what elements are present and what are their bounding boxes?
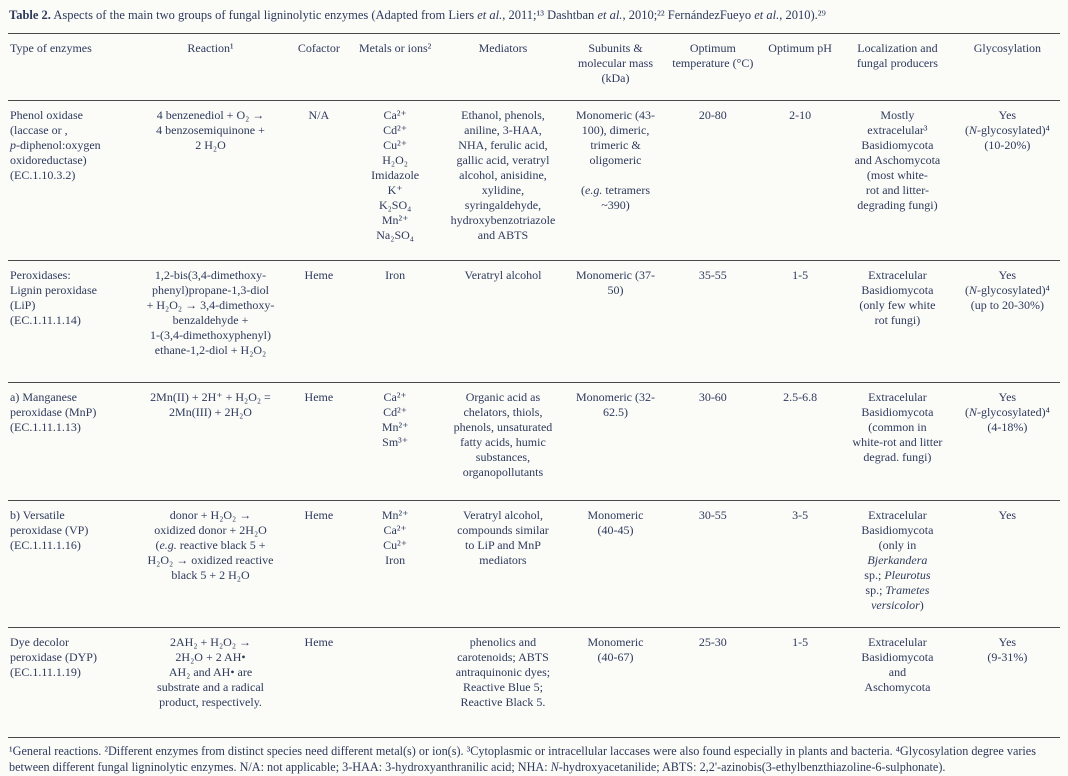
cell-metals: Ca²⁺ Cd²⁺ Cu²⁺ H₂O₂ Imidazole K⁺ K₂SO₄ Mn²⁺ Na₂S…	[371, 108, 420, 242]
header-metals-or-ions: Metals or ions²	[358, 41, 432, 55]
header-type-of-enzymes: Type of enzymes	[10, 41, 92, 55]
cell-glycosylation: Yes (N-glycosylated)⁴ (10-20%)	[964, 108, 1050, 152]
cell-glycosylation: Yes (N-glycosylated)⁴ (4-18%)	[964, 390, 1050, 434]
header-subunits-molecular-mass: Subunits & molecular mass (kDa)	[578, 41, 653, 85]
header-row: Type of enzymes Reaction¹ Cofactor Metal…	[8, 34, 1060, 101]
cell-localization: Extracelular Basidiomycota (common in white…	[852, 390, 943, 464]
header-glycosylation: Glycosylation	[973, 41, 1042, 55]
cell-type: a) Manganese peroxidase (MnP) (EC.1.11.1.1…	[10, 390, 97, 434]
cell-reaction: 4 benzenediol + O₂ → 4 benzosemiquinone +…	[156, 108, 265, 152]
table-row-phenol-oxidase: Phenol oxidase (laccase or , p-diphenol:ox…	[8, 101, 1060, 261]
cell-glycosylation: Yes (9-31%)	[987, 635, 1028, 664]
cell-cofactor: Heme	[304, 635, 334, 649]
cell-subunits: Monomeric (40-67)	[587, 635, 644, 664]
cell-cofactor: Heme	[304, 390, 334, 404]
enzyme-table: Type of enzymes Reaction¹ Cofactor Metal…	[8, 33, 1060, 738]
table-row-versatile-peroxidase: b) Versatile peroxidase (VP) (EC.1.11.1.16…	[8, 501, 1060, 628]
cell-glycosylation: Yes (N-glycosylated)⁴ (up to 20-30%)	[964, 268, 1050, 312]
header-optimum-temperature: Optimum temperature (°C)	[672, 41, 754, 70]
cell-temperature: 35-55	[698, 268, 727, 282]
cell-type: Dye decolor peroxidase (DYP) (EC.1.11.1.19…	[10, 635, 97, 679]
cell-metals: Mn²⁺ Ca²⁺ Cu²⁺ Iron	[381, 508, 409, 567]
cell-temperature: 25-30	[698, 635, 727, 649]
header-optimum-ph: Optimum pH	[768, 41, 832, 55]
cell-cofactor: Heme	[304, 508, 334, 522]
table-row-lignin-peroxidase: Peroxidases: Lignin peroxidase (LiP) (EC.1.…	[8, 261, 1060, 383]
cell-localization: Extracelular Basidiomycota (only few white…	[859, 268, 936, 327]
cell-reaction: 2AH₂ + H₂O₂ → 2H₂O + 2 AH• AH₂ and AH• are…	[157, 635, 264, 709]
cell-ph: 1-5	[792, 268, 809, 282]
table-caption: Table 2. Aspects of the main two groups …	[8, 7, 1060, 23]
cell-localization: Extracelular Basidiomycota and Aschomycota	[861, 635, 934, 694]
cell-metals	[350, 628, 440, 738]
cell-mediators: Veratryl alcohol	[464, 268, 542, 282]
header-mediators: Mediators	[478, 41, 528, 55]
cell-type: Phenol oxidase (laccase or , p-diphenol:ox…	[10, 108, 101, 182]
cell-ph: 3-5	[792, 508, 809, 522]
table-caption-text: Aspects of the main two groups of fungal…	[53, 8, 826, 22]
cell-subunits: Monomeric (37- 50)	[576, 268, 655, 297]
table-footnotes: ¹General reactions. ²Different enzymes f…	[9, 744, 1036, 774]
cell-temperature: 20-80	[698, 108, 727, 122]
cell-cofactor: N/A	[308, 108, 330, 122]
cell-mediators: Ethanol, phenols, aniline, 3-HAA, NHA, fer…	[450, 108, 556, 242]
cell-ph: 2-10	[789, 108, 812, 122]
cell-reaction: 1,2-bis(3,4-dimethoxy-phenyl)propane-1,3…	[146, 268, 275, 357]
cell-ph: 2.5-6.8	[783, 390, 818, 404]
cell-localization: Mostly extracelular³ Basidiomycota and Asch…	[854, 108, 941, 212]
cell-temperature: 30-55	[698, 508, 727, 522]
cell-subunits: Monomeric (32- 62.5)	[576, 390, 655, 419]
cell-subunits: Monomeric (40-45)	[587, 508, 644, 537]
table-header: Type of enzymes Reaction¹ Cofactor Metal…	[8, 34, 1060, 101]
cell-cofactor: Heme	[304, 268, 334, 282]
header-cofactor: Cofactor	[297, 41, 340, 55]
header-reaction: Reaction¹	[187, 41, 234, 55]
cell-subunits: Monomeric (43- 100), dimeric, trimeric & ol…	[576, 108, 655, 212]
table-body: Phenol oxidase (laccase or , p-diphenol:ox…	[8, 101, 1060, 738]
cell-reaction: donor + H₂O₂ → oxidized donor + 2H₂O (e.g.…	[147, 508, 274, 582]
table-caption-label: Table 2.	[9, 8, 51, 22]
cell-temperature: 30-60	[698, 390, 727, 404]
header-localization-producers: Localization and fungal producers	[856, 41, 938, 70]
cell-mediators: phenolics and carotenoids; ABTS antraquino…	[455, 635, 551, 709]
cell-metals: Iron	[385, 268, 406, 282]
cell-metals: Ca²⁺ Cd²⁺ Mn²⁺ Sm³⁺	[381, 390, 409, 449]
table-row-dye-decolor-peroxidase: Dye decolor peroxidase (DYP) (EC.1.11.1.19…	[8, 628, 1060, 738]
cell-mediators: Organic acid as chelators, thiols, phenols…	[453, 390, 553, 479]
cell-type: b) Versatile peroxidase (VP) (EC.1.11.1.16…	[10, 508, 89, 552]
cell-localization: Extracelular Basidiomycota (only in Bjerkan…	[861, 508, 934, 612]
cell-type: Peroxidases: Lignin peroxidase (LiP) (EC.1.…	[10, 268, 97, 327]
table-row-manganese-peroxidase: a) Manganese peroxidase (MnP) (EC.1.11.1.1…	[8, 383, 1060, 501]
cell-reaction: 2Mn(II) + 2H⁺ + H₂O₂ = 2Mn(III) + 2H₂O	[150, 390, 271, 419]
cell-mediators: Veratryl alcohol, compounds similar to LiP…	[457, 508, 549, 567]
cell-glycosylation: Yes	[998, 508, 1017, 522]
cell-ph: 1-5	[792, 635, 809, 649]
